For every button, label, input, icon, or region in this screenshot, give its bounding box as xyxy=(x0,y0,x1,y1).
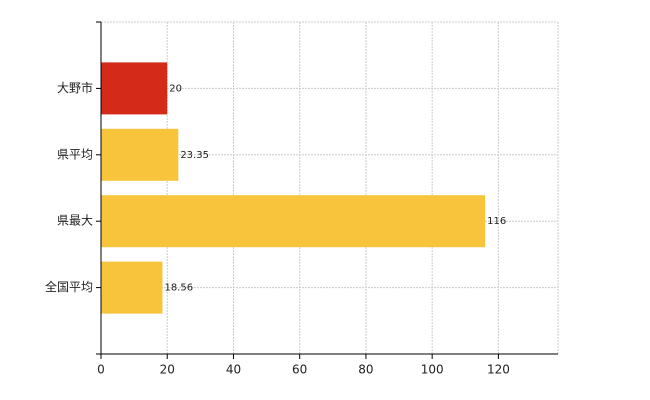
y-tick-label: 県平均 xyxy=(57,147,93,161)
value-label: 23.35 xyxy=(180,150,209,161)
x-tick-label: 20 xyxy=(160,363,175,377)
bar xyxy=(101,128,179,181)
value-label: 18.56 xyxy=(164,283,193,294)
y-tick-label: 県最大 xyxy=(57,214,93,228)
value-label: 20 xyxy=(169,83,182,94)
y-tick-label: 全国平均 xyxy=(45,279,93,294)
x-tick-label: 100 xyxy=(421,363,444,377)
y-tick-label: 大野市 xyxy=(57,80,93,95)
x-tick-label: 60 xyxy=(292,363,307,377)
x-tick-label: 0 xyxy=(97,363,105,377)
bar xyxy=(101,62,168,115)
value-label: 116 xyxy=(487,216,506,227)
x-tick-label: 120 xyxy=(487,363,510,377)
x-tick-label: 40 xyxy=(226,363,241,377)
bar xyxy=(101,195,486,248)
bar xyxy=(101,261,163,314)
x-tick-label: 80 xyxy=(358,363,373,377)
